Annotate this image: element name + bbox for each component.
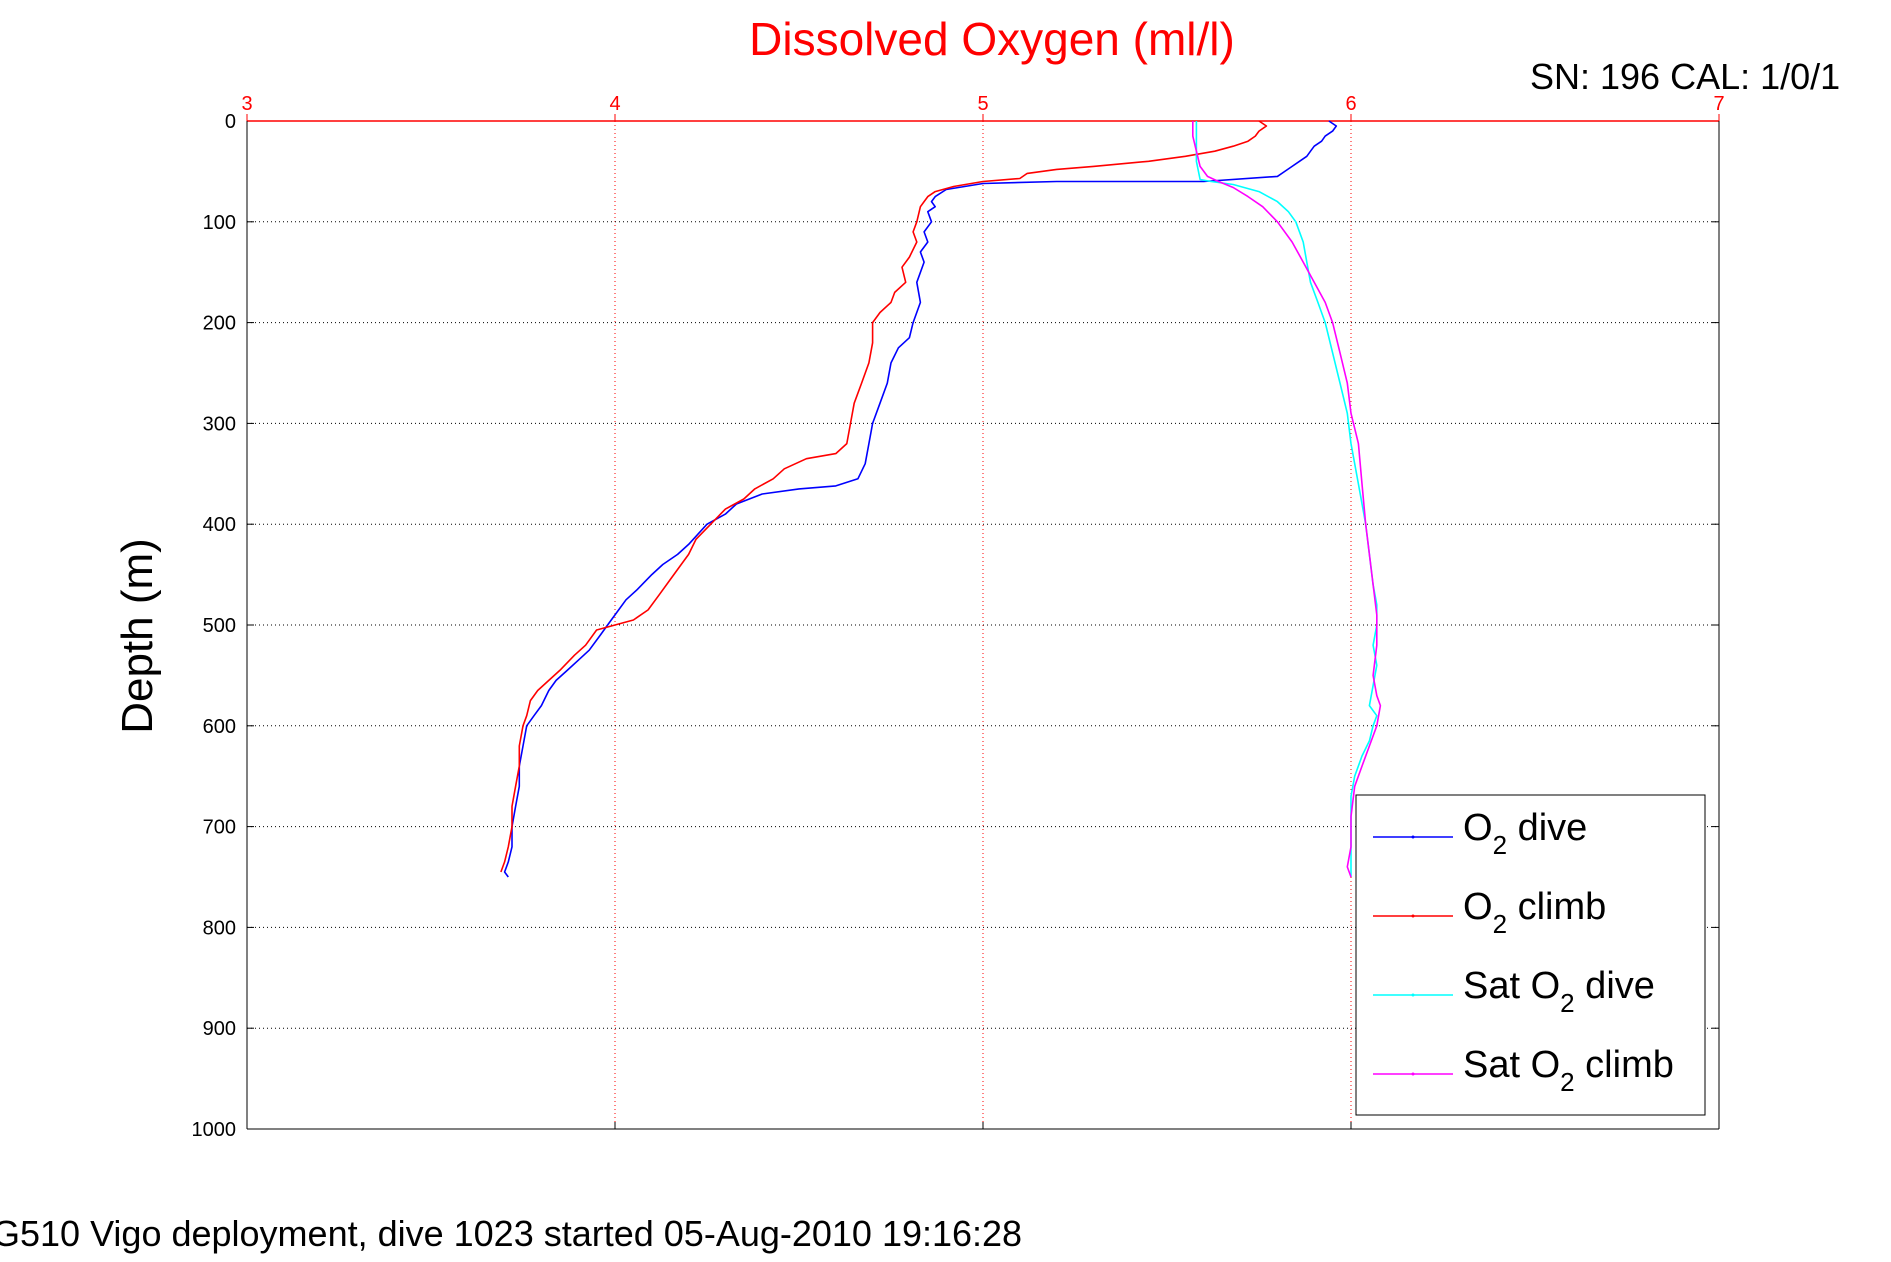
- y-axis-label: Depth (m): [113, 538, 162, 734]
- legend-box: [1355, 794, 1706, 1116]
- serial-calibration-label: SN: 196 CAL: 1/0/1: [1530, 56, 1840, 97]
- legend-label-4: Sat O2 climb: [1463, 1044, 1674, 1097]
- y-tick-label: 700: [203, 817, 236, 839]
- chart-title: Dissolved Oxygen (ml/l): [749, 13, 1235, 65]
- x-ticks: 3 4 5 6 7: [241, 93, 1724, 115]
- y-ticks: 0 100 200 300 400 500 600 700 800 900 1000: [192, 111, 237, 1141]
- x-tick-label: 7: [1713, 93, 1724, 115]
- y-tick-label: 300: [203, 413, 236, 435]
- y-tick-label: 400: [203, 514, 236, 536]
- series-line-2: [500, 120, 1268, 873]
- x-tick-label: 5: [977, 93, 988, 115]
- x-tick-label: 3: [241, 93, 252, 115]
- series-lines: [500, 120, 1382, 878]
- grid: [247, 121, 1719, 1129]
- legend-label-2: O2 climb: [1463, 886, 1606, 939]
- axes: [246, 114, 1720, 1130]
- legend-marker-4: [1411, 1072, 1415, 1076]
- legend-label-3: Sat O2 dive: [1463, 965, 1655, 1018]
- y-tick-label: 500: [203, 615, 236, 637]
- legend-marker-3: [1411, 993, 1415, 997]
- x-tick-label: 4: [609, 93, 620, 115]
- footer-caption: G510 Vigo deployment, dive 1023 started …: [0, 1213, 1022, 1254]
- y-tick-label: 1000: [192, 1119, 237, 1141]
- legend-marker-2: [1411, 914, 1415, 918]
- y-tick-label: 900: [203, 1018, 236, 1040]
- y-tick-label: 100: [203, 212, 236, 234]
- y-tick-label: 200: [203, 313, 236, 335]
- series-line-4: [1192, 121, 1382, 878]
- y-tick-label: 800: [203, 917, 236, 939]
- legend-label-1: O2 dive: [1463, 807, 1587, 860]
- legend: O2 dive O2 climb Sat O2 dive Sat O2 climb: [1355, 794, 1706, 1116]
- x-tick-label: 6: [1345, 93, 1356, 115]
- series-line-1: [503, 120, 1338, 878]
- series-line-3: [1195, 121, 1378, 877]
- y-tick-label: 600: [203, 716, 236, 738]
- y-tick-label: 0: [225, 111, 236, 133]
- legend-marker-1: [1411, 835, 1415, 839]
